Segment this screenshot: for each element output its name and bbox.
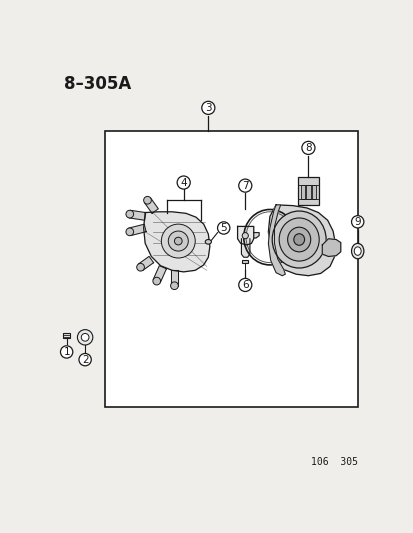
Bar [63, 334, 70, 338]
Circle shape [177, 176, 190, 189]
Ellipse shape [278, 218, 318, 261]
Polygon shape [321, 239, 340, 256]
Text: 1: 1 [63, 347, 70, 357]
Circle shape [136, 263, 144, 271]
Text: 8: 8 [304, 143, 311, 153]
Polygon shape [268, 205, 285, 276]
Polygon shape [144, 198, 158, 213]
Circle shape [168, 231, 188, 251]
Bar [300, 185, 305, 199]
Circle shape [174, 237, 182, 245]
Polygon shape [253, 232, 259, 238]
Text: 3: 3 [204, 103, 211, 113]
Circle shape [161, 224, 195, 258]
Bar [242, 260, 248, 263]
Bar [105, 131, 357, 407]
Circle shape [152, 277, 160, 285]
Polygon shape [128, 224, 146, 236]
Circle shape [238, 278, 251, 292]
Polygon shape [268, 205, 335, 276]
Text: 2: 2 [82, 354, 88, 365]
Polygon shape [143, 212, 209, 272]
Ellipse shape [287, 227, 310, 252]
Circle shape [126, 228, 133, 236]
Polygon shape [129, 211, 145, 220]
Ellipse shape [351, 244, 363, 259]
Circle shape [351, 216, 363, 228]
Ellipse shape [354, 247, 360, 255]
Polygon shape [237, 227, 253, 245]
Circle shape [60, 346, 73, 358]
Polygon shape [138, 256, 153, 270]
Circle shape [170, 282, 178, 289]
Text: 6: 6 [241, 280, 248, 290]
Ellipse shape [272, 211, 325, 268]
Text: 8–305A: 8–305A [64, 75, 131, 93]
Polygon shape [153, 265, 166, 282]
Circle shape [301, 141, 314, 155]
Circle shape [81, 334, 89, 341]
Text: 4: 4 [180, 177, 187, 188]
Bar [311, 185, 316, 199]
Circle shape [242, 232, 248, 239]
Text: 106  305: 106 305 [310, 457, 357, 467]
Ellipse shape [205, 239, 211, 244]
Circle shape [143, 196, 151, 204]
Circle shape [126, 210, 133, 218]
Polygon shape [241, 239, 249, 257]
Text: 7: 7 [241, 181, 248, 191]
Circle shape [77, 329, 93, 345]
Ellipse shape [293, 234, 304, 245]
Circle shape [79, 353, 91, 366]
Circle shape [201, 101, 214, 115]
Text: 5: 5 [220, 223, 226, 233]
Bar [305, 185, 310, 199]
Polygon shape [170, 270, 178, 286]
Text: 9: 9 [354, 217, 360, 227]
Circle shape [217, 222, 229, 234]
Circle shape [238, 179, 251, 192]
Bar [297, 177, 318, 205]
